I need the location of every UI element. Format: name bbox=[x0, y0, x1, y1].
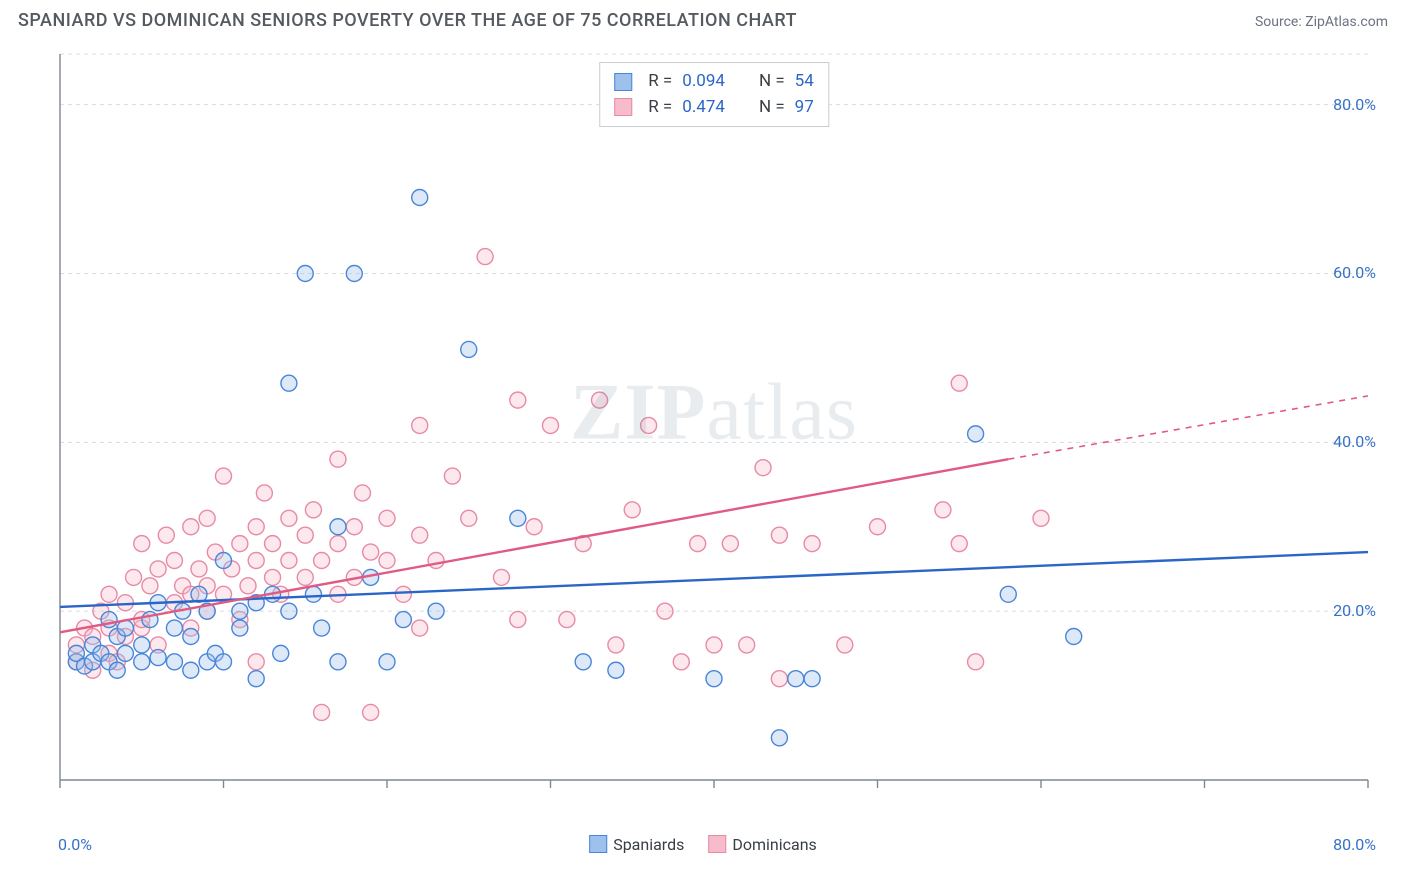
series-legend-label: Spaniards bbox=[613, 835, 684, 854]
legend-swatch bbox=[614, 73, 632, 91]
series-legend-item: Dominicans bbox=[708, 835, 816, 854]
chart-container: Seniors Poverty Over the Age of 75 ZIPat… bbox=[0, 40, 1406, 860]
legend-r-label: R = bbox=[648, 95, 672, 121]
scatter-plot: ZIPatlas R =0.094N =54R =0.474N =97 bbox=[54, 48, 1374, 808]
source-prefix: Source: bbox=[1255, 14, 1305, 30]
correlation-legend: R = 0.094 N = 54 R = 0.474 N = 97 bbox=[599, 62, 829, 127]
legend-n-value: 97 bbox=[795, 95, 814, 121]
y-tick-label: 80.0% bbox=[1333, 95, 1376, 114]
x-axis-min-label: 0.0% bbox=[58, 835, 92, 854]
legend-r-label: R = bbox=[648, 69, 672, 95]
y-tick-label: 40.0% bbox=[1333, 432, 1376, 451]
legend-r-value: 0.474 bbox=[682, 95, 725, 121]
legend-swatch bbox=[614, 98, 632, 116]
legend-r-value: 0.094 bbox=[682, 69, 725, 95]
chart-title: SPANIARD VS DOMINICAN SENIORS POVERTY OV… bbox=[18, 10, 797, 31]
series-legend: Spaniards Dominicans bbox=[589, 835, 817, 854]
legend-n-label: N = bbox=[759, 95, 785, 121]
legend-stat-row: R = 0.094 N = 54 bbox=[614, 69, 814, 95]
source-name: ZipAtlas.com bbox=[1305, 14, 1388, 30]
legend-swatch bbox=[589, 835, 607, 853]
legend-n-label: N = bbox=[759, 69, 785, 95]
y-tick-label: 20.0% bbox=[1333, 601, 1376, 620]
source-attribution: Source: ZipAtlas.com bbox=[1255, 14, 1388, 30]
series-legend-label: Dominicans bbox=[732, 835, 816, 854]
legend-n-value: 54 bbox=[795, 69, 814, 95]
legend-swatch bbox=[708, 835, 726, 853]
series-legend-item: Spaniards bbox=[589, 835, 684, 854]
y-tick-label: 60.0% bbox=[1333, 263, 1376, 282]
plot-svg bbox=[54, 48, 1374, 808]
x-axis-max-label: 80.0% bbox=[1333, 835, 1376, 854]
legend-stat-row: R = 0.474 N = 97 bbox=[614, 95, 814, 121]
